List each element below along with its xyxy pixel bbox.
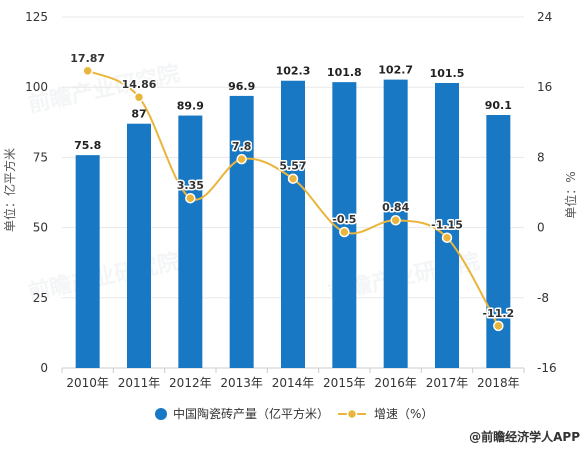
watermark-text: 前瞻产业研究院 [26,60,182,117]
y2-tick-label: 16 [537,80,552,94]
bar-value-label: 90.1 [485,99,512,112]
bar-value-label: 96.9 [228,80,255,93]
bar [281,80,305,368]
bar-value-label: 87 [131,108,146,121]
legend-item-line: 增速（%） [374,407,433,421]
line-point [493,320,504,332]
y2-tick-label: -8 [537,291,549,305]
bar [178,115,203,369]
x-tick-label: 2018年 [477,376,520,390]
bar-value-label: 101.8 [327,66,362,79]
bar [75,155,100,368]
line-value-label: -1.15 [431,219,463,232]
y-tick-label: 100 [25,80,48,94]
bar-value-label: 75.8 [74,139,101,152]
source-label: @前瞻经济学人APP [469,429,580,444]
x-tick-label: 2017年 [426,376,469,390]
bar-value-label: 89.9 [177,100,204,113]
y-tick-label: 50 [33,221,48,235]
line-point [441,232,453,243]
x-tick-label: 2015年 [323,376,366,390]
bar-layer [75,79,511,369]
line-point [82,65,93,77]
line-point [133,91,145,103]
legend-item-bar: 中国陶瓷砖产量（亿平方米） [173,406,329,421]
line-point [185,192,196,204]
y-axis-label: 单位：亿平方米 [2,148,17,232]
line-value-label: 14.86 [122,78,157,91]
y-tick-label: 0 [40,361,48,375]
y2-tick-label: 8 [537,150,545,164]
line-point [287,173,299,184]
bar-value-label: 101.5 [430,67,465,80]
bar [332,82,357,368]
y2-axis-label: 单位：% [563,171,578,218]
y2-tick-label: 0 [537,221,545,235]
line-value-label: -11.2 [482,307,514,320]
line-point [390,214,401,226]
watermark-text: 前瞻产业研究院 [26,248,182,305]
line-value-label: -0.5 [332,213,356,226]
legend: 中国陶瓷砖产量（亿平方米） 增速（%） [155,406,433,421]
line-value-label: 7.8 [232,140,252,153]
y2-tick-label: 24 [537,10,552,24]
x-tick-label: 2016年 [374,376,417,390]
legend-line-marker [346,408,358,420]
line-value-label: 17.87 [70,52,105,65]
bar-value-label: 102.7 [378,64,413,77]
legend-bar-swatch [155,408,167,420]
line-point [236,153,247,165]
bar [229,95,254,369]
line-point [339,226,350,238]
line-value-label: 0.84 [382,201,409,214]
y-tick-label: 75 [33,150,48,164]
line-value-label: 5.57 [279,160,306,173]
x-tick-label: 2014年 [272,376,315,390]
x-tick-label: 2013年 [220,376,263,390]
y2-tick-label: -16 [537,361,557,375]
x-tick-label: 2012年 [169,376,212,390]
label-layer: 75.8 87 89.9 96.9 102.3 101.8 102.7 101.5 90.1 17… [69,50,516,321]
bar-value-label: 102.3 [276,65,311,78]
line-layer [82,65,504,332]
bar [127,123,151,368]
x-tick-label: 2011年 [118,376,161,390]
y-tick-label: 25 [33,291,48,305]
x-tick-label: 2010年 [66,376,109,390]
bar [435,82,459,368]
line-value-label: 3.35 [177,179,204,192]
y-tick-label: 125 [25,10,48,24]
